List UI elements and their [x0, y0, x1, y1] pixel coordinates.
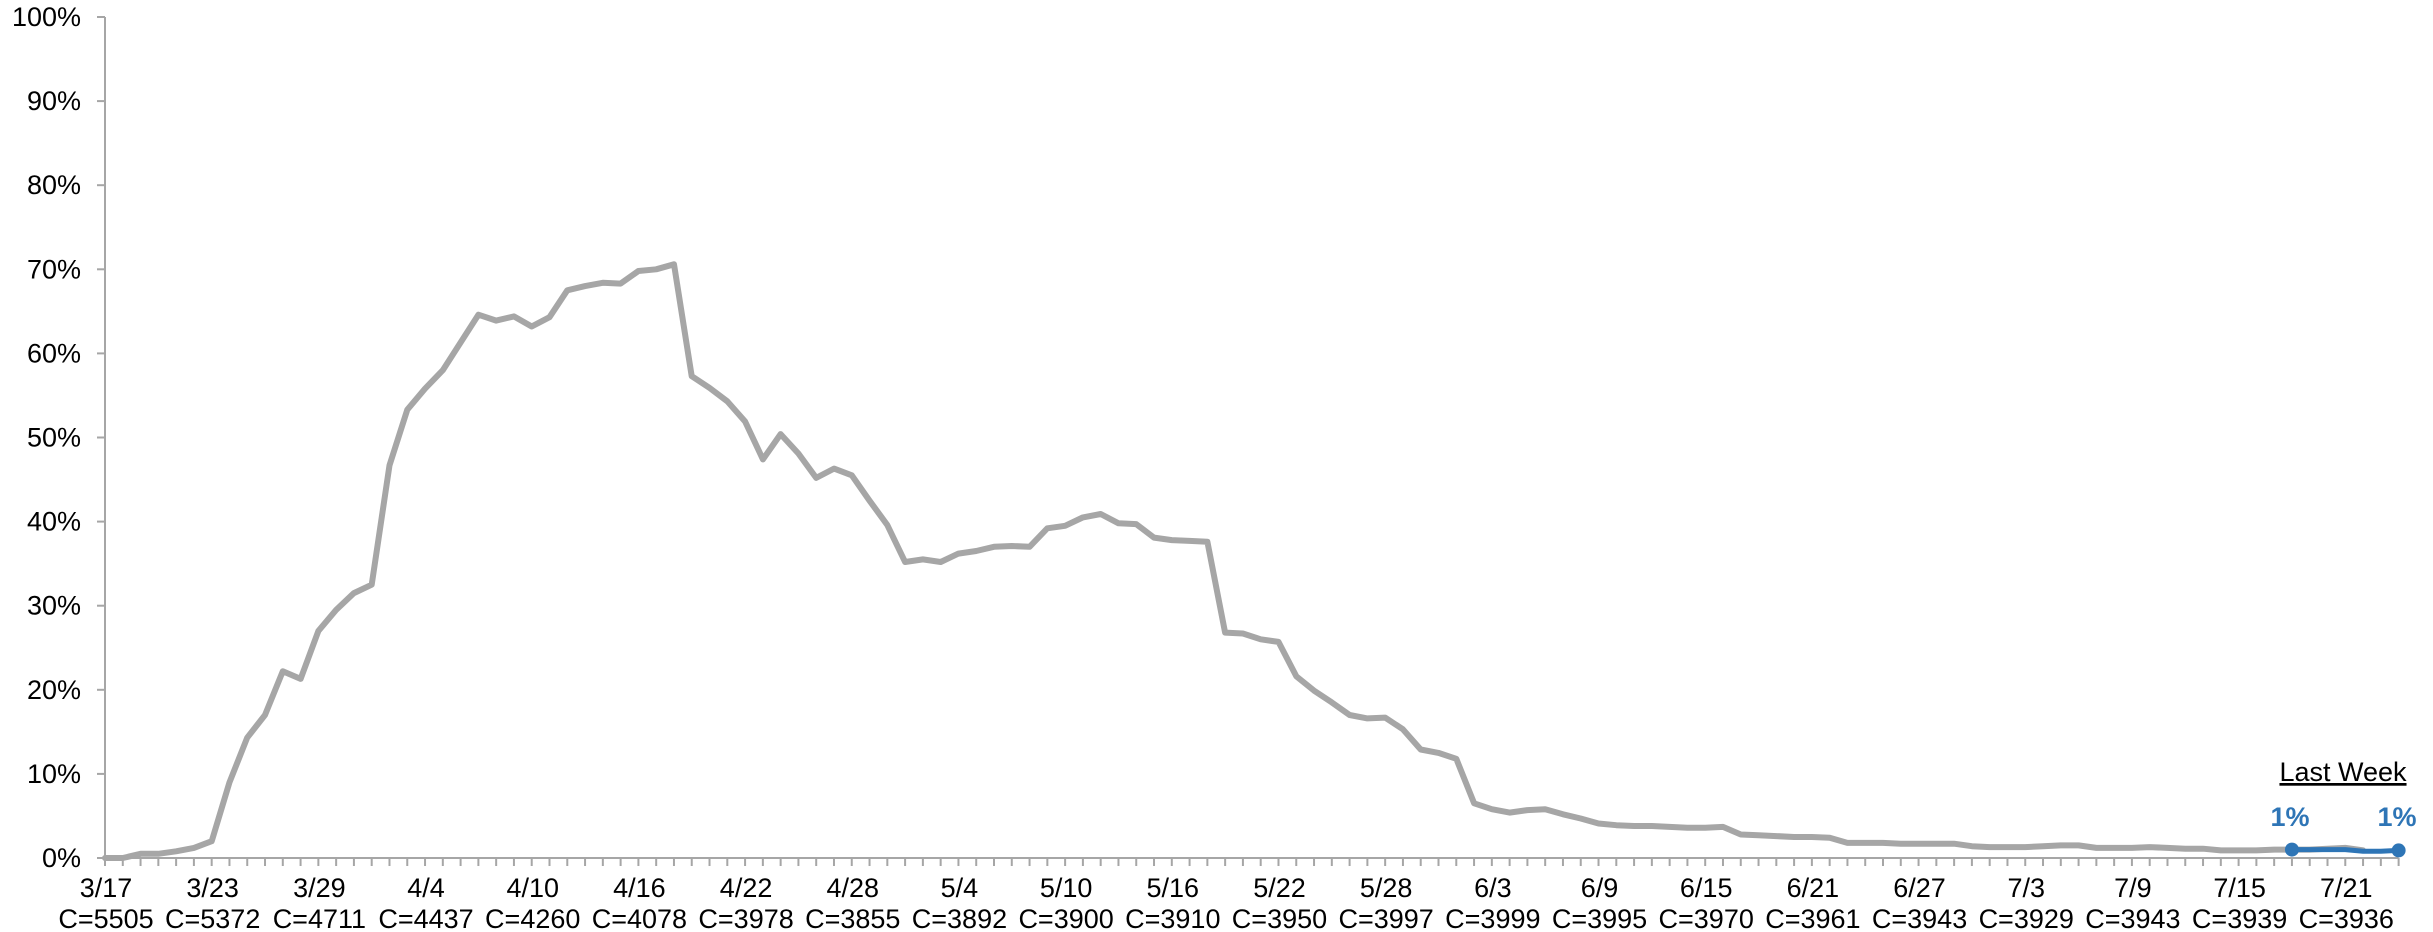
- x-tick-label-count: C=3978: [698, 904, 793, 932]
- y-axis: 0% 10% 20% 30% 40% 50% 60% 70% 80% 90% 100%: [12, 2, 106, 873]
- x-axis: 3/17C=5505 3/23C=5372 3/29C=4711 4/4C=4437 4…: [58, 857, 2400, 932]
- x-tick-label-count: C=5372: [165, 904, 260, 932]
- x-tick-label-count: C=3995: [1552, 904, 1647, 932]
- x-tick-label-count: C=3929: [1979, 904, 2074, 932]
- last-week-end-point: [2391, 843, 2406, 858]
- series-line-last-week: [2289, 847, 2402, 854]
- x-tick-label-count: C=3939: [2192, 904, 2287, 932]
- x-tick-label-count: C=3961: [1765, 904, 1860, 932]
- x-tick-label-date: 5/28: [1360, 873, 1413, 903]
- series-line-all: [102, 261, 2367, 861]
- x-tick-label-date: 4/28: [826, 873, 879, 903]
- x-tick-label-count: C=3943: [1872, 904, 1967, 932]
- x-tick-label-date: 4/4: [407, 873, 445, 903]
- plot-area: [102, 261, 2406, 861]
- x-tick-label-date: 7/21: [2320, 873, 2373, 903]
- y-tick-label: 30%: [27, 591, 81, 621]
- x-tick-label-count: C=4078: [592, 904, 687, 932]
- x-tick-label-date: 7/15: [2213, 873, 2266, 903]
- y-tick-label: 80%: [27, 170, 81, 200]
- x-tick-label-count: C=3999: [1445, 904, 1540, 932]
- x-tick-label-count: C=3943: [2085, 904, 2180, 932]
- x-tick-label-date: 6/3: [1474, 873, 1512, 903]
- x-tick-label-date: 7/3: [2007, 873, 2045, 903]
- y-tick-label: 10%: [27, 759, 81, 789]
- x-tick-label-date: 4/16: [613, 873, 666, 903]
- last-week-label: Last Week: [2279, 757, 2407, 787]
- last-week-last-value-label: 1%: [2377, 802, 2416, 832]
- x-tick-label-count: C=4711: [273, 904, 366, 932]
- last-week-start-point: [2284, 842, 2299, 857]
- x-tick-label-count: C=4437: [378, 904, 473, 932]
- x-tick-label-count: C=3910: [1125, 904, 1220, 932]
- x-tick-label-date: 6/15: [1680, 873, 1733, 903]
- x-tick-label-date: 7/9: [2114, 873, 2152, 903]
- y-tick-label: 90%: [27, 86, 81, 116]
- x-tick-label-date: 5/4: [941, 873, 979, 903]
- x-tick-label-count: C=5505: [58, 904, 153, 932]
- x-tick-label-count: C=3997: [1338, 904, 1433, 932]
- x-tick-label-count: C=3970: [1659, 904, 1754, 932]
- x-tick-label-date: 3/23: [186, 873, 239, 903]
- x-tick-label-date: 3/17: [80, 873, 133, 903]
- x-tick-label-date: 4/22: [720, 873, 773, 903]
- x-tick-label-count: C=3855: [805, 904, 900, 932]
- x-tick-label-date: 5/10: [1040, 873, 1093, 903]
- x-tick-label-count: C=3892: [912, 904, 1007, 932]
- x-tick-label-date: 3/29: [293, 873, 346, 903]
- x-tick-label-date: 5/22: [1253, 873, 1306, 903]
- x-tick-label-date: 4/10: [506, 873, 559, 903]
- last-week-first-value-label: 1%: [2270, 802, 2309, 832]
- y-tick-label: 100%: [12, 2, 81, 32]
- x-tick-label-count: C=3900: [1018, 904, 1113, 932]
- x-tick-label-date: 6/21: [1787, 873, 1840, 903]
- y-tick-label: 50%: [27, 423, 81, 453]
- x-tick-label-date: 6/9: [1581, 873, 1619, 903]
- annotations: Last Week 1% 1%: [2270, 757, 2416, 832]
- x-tick-label-date: 5/16: [1147, 873, 1200, 903]
- x-tick-label-date: 6/27: [1893, 873, 1946, 903]
- x-tick-label-count: C=3950: [1232, 904, 1327, 932]
- y-tick-label: 20%: [27, 675, 81, 705]
- y-tick-label: 40%: [27, 507, 81, 537]
- y-tick-label: 60%: [27, 338, 81, 368]
- y-tick-label: 70%: [27, 254, 81, 284]
- y-tick-label: 0%: [42, 843, 81, 873]
- x-tick-label-count: C=3936: [2299, 904, 2394, 932]
- x-tick-label-count: C=4260: [485, 904, 580, 932]
